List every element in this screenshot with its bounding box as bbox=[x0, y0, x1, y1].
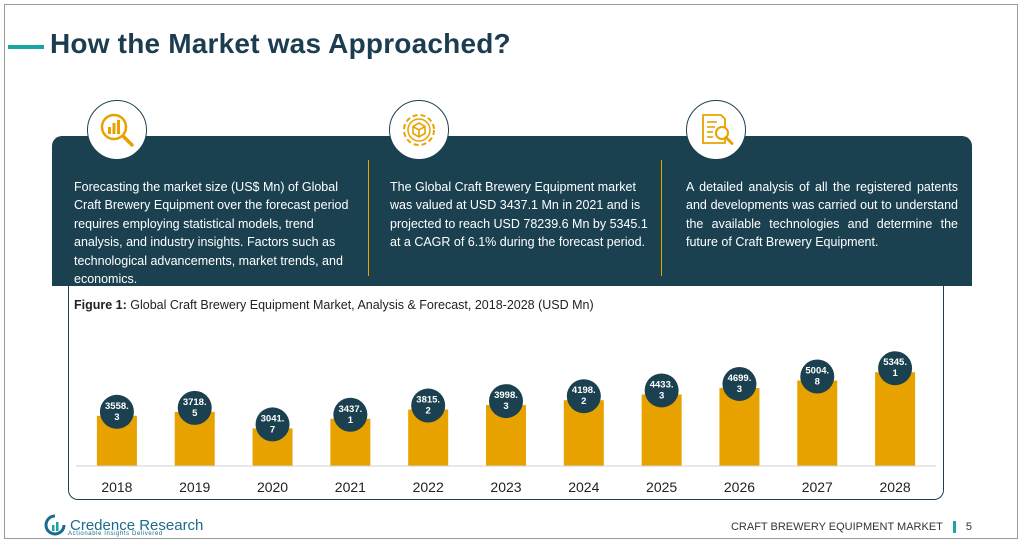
data-label-2024-line2: 2 bbox=[581, 396, 586, 407]
bar-2026 bbox=[719, 387, 760, 466]
panel-text-patent-analysis: A detailed analysis of all the registere… bbox=[686, 180, 958, 250]
data-label-2023-line2: 3 bbox=[503, 401, 508, 412]
bar-chart-magnifier-icon bbox=[87, 100, 147, 160]
data-label-bubble-2026 bbox=[722, 366, 757, 401]
x-tick-label-2019: 2019 bbox=[179, 479, 210, 495]
figure-caption-text: Global Craft Brewery Equipment Market, A… bbox=[126, 298, 594, 312]
info-panel bbox=[52, 136, 972, 286]
brand-logo: Credence Research bbox=[44, 514, 203, 536]
data-label-2026-line1: 4699. bbox=[728, 373, 752, 384]
data-label-2025-line1: 4433. bbox=[650, 379, 674, 390]
data-label-bubble-2028 bbox=[878, 351, 913, 386]
data-label-2021-line1: 3437. bbox=[338, 404, 362, 415]
data-label-bubble-2024 bbox=[566, 379, 601, 414]
cube-gear-icon bbox=[389, 100, 449, 160]
data-label-2019-line1: 3718. bbox=[183, 397, 207, 408]
data-label-2020-line1: 3041. bbox=[261, 413, 285, 424]
x-tick-label-2027: 2027 bbox=[802, 479, 833, 495]
data-label-2018-line1: 3558. bbox=[105, 401, 129, 412]
bar-chart: 3558.320183718.520193041.720203437.12021… bbox=[76, 351, 936, 495]
data-label-bubble-2021 bbox=[333, 397, 368, 432]
figure-caption: Figure 1: Global Craft Brewery Equipment… bbox=[74, 298, 594, 312]
data-label-bubble-2020 bbox=[255, 407, 290, 442]
report-name: CRAFT BREWERY EQUIPMENT MARKET bbox=[730, 521, 943, 533]
figure-label: Figure 1: bbox=[74, 298, 127, 312]
brand-tagline: Actionable Insights Delivered bbox=[68, 531, 163, 537]
data-label-2020-line2: 7 bbox=[270, 424, 275, 435]
x-tick-label-2023: 2023 bbox=[490, 479, 521, 495]
chart-container bbox=[68, 286, 944, 500]
data-label-2019-line2: 5 bbox=[192, 408, 198, 419]
panel-text-forecasting: Forecasting the market size (US$ Mn) of … bbox=[74, 180, 349, 287]
page-number: 5 bbox=[965, 521, 972, 533]
data-label-bubble-2018 bbox=[99, 394, 134, 429]
data-label-2028-line1: 5345. bbox=[883, 357, 907, 368]
x-tick-label-2026: 2026 bbox=[724, 479, 755, 495]
data-label-2027-line1: 5004. bbox=[805, 366, 829, 377]
x-tick-label-2021: 2021 bbox=[335, 479, 366, 495]
data-label-bubble-2019 bbox=[177, 390, 212, 425]
data-label-2022-line1: 3815. bbox=[416, 395, 440, 406]
x-tick-label-2028: 2028 bbox=[880, 479, 911, 495]
document-search-icon bbox=[686, 100, 746, 160]
data-label-bubble-2027 bbox=[800, 359, 835, 394]
x-tick-label-2018: 2018 bbox=[101, 479, 132, 495]
bar-2028 bbox=[875, 372, 916, 466]
data-label-2026-line2: 3 bbox=[737, 384, 742, 395]
data-label-bubble-2023 bbox=[489, 384, 523, 419]
credence-logo-icon bbox=[44, 514, 66, 536]
footer-report-info: CRAFT BREWERY EQUIPMENT MARKET 5 bbox=[731, 521, 972, 533]
x-tick-label-2025: 2025 bbox=[646, 479, 677, 495]
data-label-2024-line1: 4198. bbox=[572, 385, 596, 396]
panel-divider-1 bbox=[368, 160, 369, 276]
data-label-2025-line2: 3 bbox=[659, 390, 664, 401]
panel-text-market-value: The Global Craft Brewery Equipment marke… bbox=[390, 180, 648, 250]
x-tick-label-2024: 2024 bbox=[568, 479, 599, 495]
title-accent-line bbox=[8, 45, 44, 49]
bar-2027 bbox=[797, 380, 838, 466]
data-label-bubble-2025 bbox=[644, 373, 679, 408]
data-label-bubble-2022 bbox=[411, 388, 446, 423]
data-label-2023-line1: 3998. bbox=[494, 390, 518, 401]
panel-divider-2 bbox=[661, 160, 662, 276]
data-label-2021-line2: 1 bbox=[348, 415, 354, 426]
brand-name: Credence Research bbox=[70, 516, 204, 534]
data-label-2027-line2: 8 bbox=[815, 377, 820, 388]
page-title: How the Market was Approached? bbox=[50, 28, 511, 59]
data-label-2018-line2: 3 bbox=[114, 412, 119, 423]
x-tick-label-2020: 2020 bbox=[257, 479, 288, 495]
data-label-2028-line2: 1 bbox=[892, 368, 898, 379]
data-label-2022-line2: 2 bbox=[426, 406, 431, 417]
x-tick-label-2022: 2022 bbox=[413, 479, 444, 495]
footer-separator bbox=[952, 521, 956, 533]
